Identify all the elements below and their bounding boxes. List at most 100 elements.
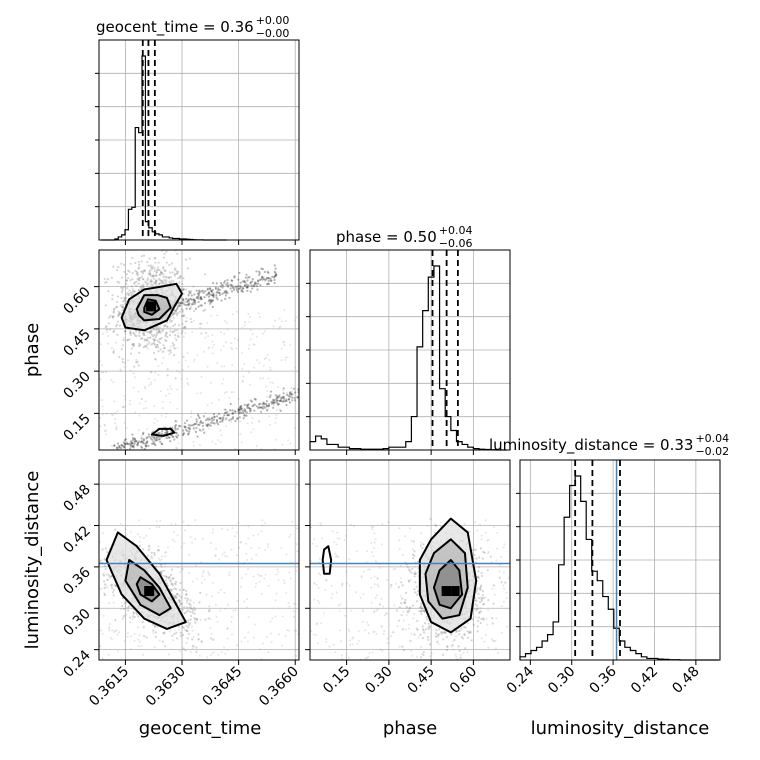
scatter-point <box>212 294 215 297</box>
scatter-point <box>163 350 166 353</box>
scatter-point <box>171 313 175 316</box>
scatter-point <box>495 559 498 562</box>
scatter-point <box>143 338 146 341</box>
scatter-point <box>236 554 239 557</box>
scatter-point <box>99 416 102 419</box>
scatter-point <box>365 560 368 563</box>
scatter-point <box>481 590 484 593</box>
scatter-point <box>253 343 256 346</box>
scatter-point <box>217 653 220 656</box>
scatter-point <box>238 271 241 275</box>
scatter-point <box>153 436 156 439</box>
scatter-point <box>420 607 424 610</box>
scatter-point <box>157 328 160 331</box>
scatter-point <box>420 612 423 616</box>
scatter-point <box>110 346 113 349</box>
scatter-point <box>269 620 272 623</box>
scatter-point <box>188 430 191 433</box>
scatter-point <box>462 626 466 629</box>
title-phase: phase = 0.50 <box>336 228 437 246</box>
scatter-point <box>223 408 226 411</box>
scatter-point <box>206 288 209 291</box>
scatter-point <box>172 316 175 319</box>
scatter-point <box>228 571 231 574</box>
scatter-point <box>270 632 273 635</box>
scatter-point <box>223 291 226 294</box>
scatter-point <box>153 274 156 278</box>
scatter-point <box>115 451 117 453</box>
scatter-point <box>177 361 180 364</box>
scatter-point <box>148 269 151 272</box>
scatter-point <box>193 293 196 296</box>
scatter-point <box>178 628 181 631</box>
scatter-point <box>241 380 244 383</box>
scatter-point <box>416 619 419 622</box>
scatter-point <box>241 326 244 329</box>
scatter-point <box>243 410 247 413</box>
scatter-point <box>135 335 138 338</box>
scatter-point <box>164 579 168 582</box>
scatter-point <box>243 284 246 287</box>
scatter-frame-geocent_time-phase <box>98 249 300 451</box>
scatter-point <box>196 413 200 416</box>
scatter-point <box>157 283 161 286</box>
scatter-point <box>160 271 163 275</box>
scatter-point <box>178 599 181 602</box>
scatter-point <box>205 331 208 334</box>
scatter-point <box>155 565 158 568</box>
scatter-point <box>222 417 225 421</box>
scatter-point <box>191 541 194 544</box>
scatter-point <box>149 329 152 332</box>
scatter-point <box>231 412 234 415</box>
scatter-point <box>482 550 485 554</box>
scatter-point <box>171 435 174 438</box>
scatter-point <box>279 399 282 402</box>
scatter-point <box>119 304 122 307</box>
scatter-point <box>223 391 226 394</box>
scatter-point <box>165 429 168 432</box>
scatter-point <box>157 261 160 264</box>
scatter-point <box>147 549 150 552</box>
scatter-point <box>215 421 219 424</box>
scatter-point <box>180 315 184 318</box>
scatter-point <box>252 575 255 578</box>
scatter-point <box>142 277 145 281</box>
scatter-point <box>159 390 162 393</box>
scatter-point <box>252 284 255 287</box>
scatter-point <box>140 446 144 449</box>
scatter-point <box>115 427 118 430</box>
scatter-point <box>275 414 278 417</box>
scatter-point <box>167 577 170 580</box>
scatter-point <box>181 282 184 286</box>
scatter-point <box>117 310 120 313</box>
scatter-point <box>417 636 420 639</box>
scatter-point <box>334 552 337 555</box>
scatter-point <box>153 624 157 628</box>
scatter-point <box>259 278 263 281</box>
scatter-point <box>212 282 215 285</box>
scatter-point <box>137 334 140 337</box>
scatter-point <box>101 657 104 660</box>
scatter-point <box>223 281 226 284</box>
scatter-point <box>340 640 343 643</box>
scatter-point <box>143 269 147 272</box>
scatter-point <box>216 362 219 365</box>
scatter-point <box>271 401 274 404</box>
scatter-point <box>224 294 227 297</box>
scatter-point <box>119 313 122 316</box>
scatter-point <box>216 314 219 317</box>
scatter-point <box>113 631 116 634</box>
scatter-point <box>492 584 495 587</box>
scatter-point <box>103 424 106 427</box>
scatter-point <box>249 338 252 341</box>
scatter-point <box>216 288 220 292</box>
scatter-point <box>211 288 214 292</box>
scatter-point <box>165 412 168 415</box>
scatter-point <box>137 260 140 264</box>
scatter-point <box>292 387 296 390</box>
scatter-point <box>123 640 126 643</box>
scatter-point <box>115 425 118 428</box>
scatter-point <box>219 420 222 424</box>
scatter-point <box>124 442 127 446</box>
scatter-point <box>375 594 378 597</box>
